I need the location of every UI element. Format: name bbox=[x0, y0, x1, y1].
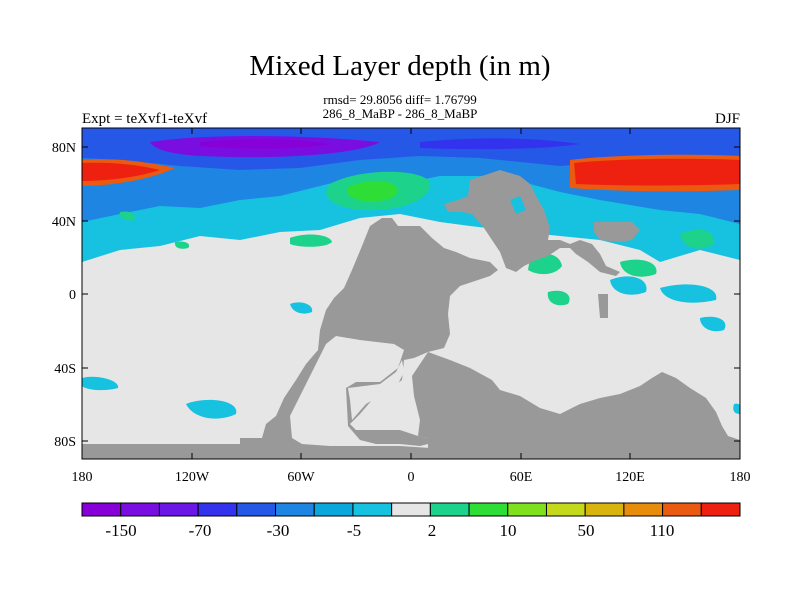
x-tick-label: 180 bbox=[72, 470, 93, 485]
inland-water bbox=[348, 360, 404, 420]
y-tick-label: 0 bbox=[69, 288, 76, 303]
land-mass-north bbox=[444, 170, 620, 276]
colorbar-label: -5 bbox=[347, 521, 361, 540]
colorbar-swatch bbox=[275, 502, 315, 517]
anomaly-patch-3 bbox=[119, 211, 136, 221]
colorbar-label: -30 bbox=[267, 521, 290, 540]
colorbar-swatch bbox=[429, 502, 470, 517]
anomaly-patch-10 bbox=[700, 316, 726, 332]
subtitle: 286_8_MaBP - 286_8_MaBP bbox=[322, 106, 478, 121]
colorbar-swatch bbox=[81, 502, 122, 517]
y-tick-label: 80N bbox=[52, 141, 76, 156]
colorbar-label: -70 bbox=[189, 521, 212, 540]
anomaly-patch-14 bbox=[290, 302, 313, 314]
inland-water-cyan bbox=[510, 196, 526, 214]
experiment-label: Expt = teXvf1-teXvf bbox=[82, 111, 208, 127]
colorbar-swatch bbox=[507, 502, 547, 517]
colorbar-swatch bbox=[352, 502, 393, 517]
colorbar-label: 2 bbox=[428, 521, 437, 540]
anomaly-west-red bbox=[82, 162, 160, 181]
stats-block: rmsd= 29.8056 diff= 1.76799 286_8_MaBP -… bbox=[0, 93, 800, 121]
anomaly-patch-12 bbox=[186, 399, 237, 419]
colorbar-swatch bbox=[623, 502, 664, 517]
x-tick-label: 120W bbox=[175, 470, 210, 485]
y-tick-label: 80S bbox=[54, 435, 76, 450]
colorbar-swatch bbox=[391, 502, 431, 517]
season-label: DJF bbox=[714, 111, 740, 127]
colorbar-swatch bbox=[120, 502, 160, 517]
anomaly-patch-13 bbox=[733, 403, 740, 414]
land-mass-connector bbox=[412, 352, 500, 450]
y-tick-label: 40S bbox=[54, 362, 76, 377]
land-mass-pangaea bbox=[82, 218, 740, 459]
colorbar-swatch bbox=[545, 502, 586, 517]
anomaly-patch-7 bbox=[547, 290, 570, 306]
colorbar-swatch bbox=[584, 502, 625, 517]
land-mass-island bbox=[598, 294, 608, 318]
anomaly-patch-1 bbox=[290, 234, 332, 247]
anomaly-patch-9 bbox=[660, 284, 717, 303]
colorbar-swatch bbox=[700, 502, 741, 517]
x-tick-label: 60W bbox=[287, 470, 315, 485]
x-tick-label: 60E bbox=[510, 470, 533, 485]
y-tick-label: 40N bbox=[52, 215, 76, 230]
y-axis bbox=[82, 146, 740, 442]
colorbar-swatch bbox=[468, 502, 509, 517]
anomaly-patch-2 bbox=[174, 241, 190, 249]
land-mass-south bbox=[500, 372, 740, 450]
colorbar-swatch bbox=[662, 502, 702, 517]
stats-line: rmsd= 29.8056 diff= 1.76799 bbox=[323, 92, 477, 107]
colorbar-swatch bbox=[158, 502, 199, 517]
colorbar-swatch bbox=[236, 502, 277, 517]
colorbar-label: 50 bbox=[578, 521, 595, 540]
anomaly-east-red bbox=[574, 158, 740, 186]
x-axis bbox=[81, 128, 741, 459]
x-tick-label: 120E bbox=[615, 470, 645, 485]
colorbar bbox=[81, 502, 741, 517]
anomaly-core-blue bbox=[420, 138, 580, 150]
anomaly-core-violet-dark bbox=[200, 139, 330, 149]
colorbar-label: 110 bbox=[650, 521, 675, 540]
colorbar-label: 10 bbox=[500, 521, 517, 540]
anomaly-patch-8 bbox=[610, 276, 647, 295]
anomaly-patch-5 bbox=[620, 259, 657, 277]
anomaly-atlantic-lightgreen bbox=[346, 181, 398, 202]
x-tick-label: 180 bbox=[730, 470, 751, 485]
colorbar-swatch bbox=[313, 502, 354, 517]
map-title: Mixed Layer depth (in m) bbox=[249, 50, 551, 82]
land-mass-east-peninsula bbox=[594, 222, 640, 242]
anomaly-patch-11 bbox=[82, 376, 119, 391]
map-plot-area bbox=[82, 128, 740, 459]
anomaly-patch-6 bbox=[680, 229, 715, 249]
colorbar-swatch bbox=[197, 502, 238, 517]
colorbar-label: -150 bbox=[105, 521, 136, 540]
x-tick-label: 0 bbox=[408, 470, 415, 485]
